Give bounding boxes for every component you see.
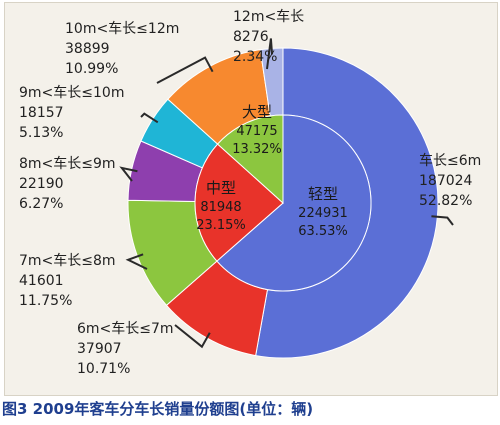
outer-label-5-line-2: 18157 xyxy=(19,105,64,121)
inner-label-3-line-1: 大型 xyxy=(242,103,272,121)
inner-label-2-line-1: 中型 xyxy=(206,179,236,197)
donut-chart: 轻型 224931 63.53% 中型 81948 23.15% 大型 47175 13.32%… xyxy=(19,8,481,377)
outer-label-4-line-2: 22190 xyxy=(19,176,64,192)
outer-label-2-line-3: 10.71% xyxy=(77,361,130,377)
inner-pie-slice-3 xyxy=(216,114,284,205)
outer-label-7-line-3: 2.34% xyxy=(233,49,277,65)
outer-label-1-line-1: 车长≤6m xyxy=(419,152,481,169)
leader-line-3 xyxy=(125,253,148,270)
outer-label-7-line-1: 12m<车长 xyxy=(233,8,304,25)
outer-label-4-line-1: 8m<车长≤9m xyxy=(19,155,116,172)
leader-line-5 xyxy=(140,112,159,124)
outer-label-2-line-2: 37907 xyxy=(77,341,122,357)
figure-caption: 图3 2009年客车分车长销量份额图(单位：辆) xyxy=(2,400,314,418)
leader-line-6 xyxy=(156,56,214,84)
outer-label-6-line-2: 38899 xyxy=(65,41,110,57)
inner-label-2-line-3: 23.15% xyxy=(196,218,246,233)
outer-label-6-line-1: 10m<车长≤12m xyxy=(65,20,179,37)
outer-label-3-line-3: 11.75% xyxy=(19,293,72,309)
leader-line-2 xyxy=(174,324,211,349)
outer-label-7-line-2: 8276 xyxy=(233,29,269,45)
outer-label-1-line-2: 187024 xyxy=(419,173,473,189)
outer-label-6-line-3: 10.99% xyxy=(65,61,118,77)
inner-label-1-line-2: 224931 xyxy=(298,206,348,221)
outer-label-3-line-2: 41601 xyxy=(19,273,64,289)
inner-label-1-line-3: 63.53% xyxy=(298,224,348,239)
inner-pie-slice-2 xyxy=(194,143,284,262)
inner-label-2-line-2: 81948 xyxy=(200,200,241,215)
inner-pie-slice-1 xyxy=(216,114,372,292)
outer-label-1-line-3: 52.82% xyxy=(419,193,472,209)
outer-label-2-line-1: 6m<车长≤7m xyxy=(77,320,174,337)
chart-panel: 轻型 224931 63.53% 中型 81948 23.15% 大型 47175 13.32%… xyxy=(4,2,498,396)
outer-label-4-line-3: 6.27% xyxy=(19,196,63,212)
outer-label-5-line-3: 5.13% xyxy=(19,125,63,141)
inner-label-3-line-3: 13.32% xyxy=(232,142,282,157)
leader-line-7 xyxy=(266,38,274,70)
outer-label-5-line-1: 9m<车长≤10m xyxy=(19,84,124,101)
inner-label-1-line-1: 轻型 xyxy=(308,185,338,203)
inner-label-3-line-2: 47175 xyxy=(236,124,277,139)
outer-label-3-line-1: 7m<车长≤8m xyxy=(19,252,116,269)
leader-line-1 xyxy=(431,215,454,226)
leader-line-4 xyxy=(119,166,138,182)
